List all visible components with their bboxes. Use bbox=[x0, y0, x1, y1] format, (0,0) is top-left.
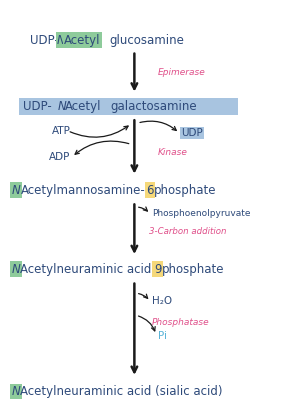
Text: Kinase: Kinase bbox=[158, 148, 187, 157]
Text: H₂O: H₂O bbox=[152, 296, 172, 306]
Text: 3-Carbon addition: 3-Carbon addition bbox=[149, 227, 226, 237]
Text: N: N bbox=[57, 34, 66, 47]
Text: ATP: ATP bbox=[52, 126, 70, 136]
FancyBboxPatch shape bbox=[19, 98, 238, 115]
Text: Acetyl: Acetyl bbox=[64, 34, 100, 47]
Text: 9: 9 bbox=[154, 263, 161, 276]
Text: Epimerase: Epimerase bbox=[158, 68, 205, 77]
Text: UDP: UDP bbox=[181, 128, 203, 138]
Text: N: N bbox=[11, 385, 20, 398]
Text: 6: 6 bbox=[146, 184, 154, 197]
Text: Phosphoenolpyruvate: Phosphoenolpyruvate bbox=[152, 209, 250, 219]
Text: glucosamine: glucosamine bbox=[110, 34, 185, 47]
Text: phosphate: phosphate bbox=[162, 263, 225, 276]
Text: N: N bbox=[57, 100, 66, 113]
Text: UDP-: UDP- bbox=[23, 100, 52, 113]
Text: Acetylneuraminic acid: Acetylneuraminic acid bbox=[20, 263, 156, 276]
Text: ADP: ADP bbox=[49, 152, 70, 162]
Text: Acetylmannosamine-: Acetylmannosamine- bbox=[20, 184, 145, 197]
Text: galactosamine: galactosamine bbox=[111, 100, 197, 113]
Text: Acetylneuraminic acid (sialic acid): Acetylneuraminic acid (sialic acid) bbox=[20, 385, 223, 398]
Text: phosphate: phosphate bbox=[154, 184, 217, 197]
Text: Acetyl: Acetyl bbox=[65, 100, 102, 113]
Text: N: N bbox=[11, 263, 20, 276]
Text: N: N bbox=[11, 184, 20, 197]
Text: Pi: Pi bbox=[158, 331, 167, 341]
Text: UDP-: UDP- bbox=[30, 34, 58, 47]
Text: Phosphatase: Phosphatase bbox=[152, 318, 209, 327]
